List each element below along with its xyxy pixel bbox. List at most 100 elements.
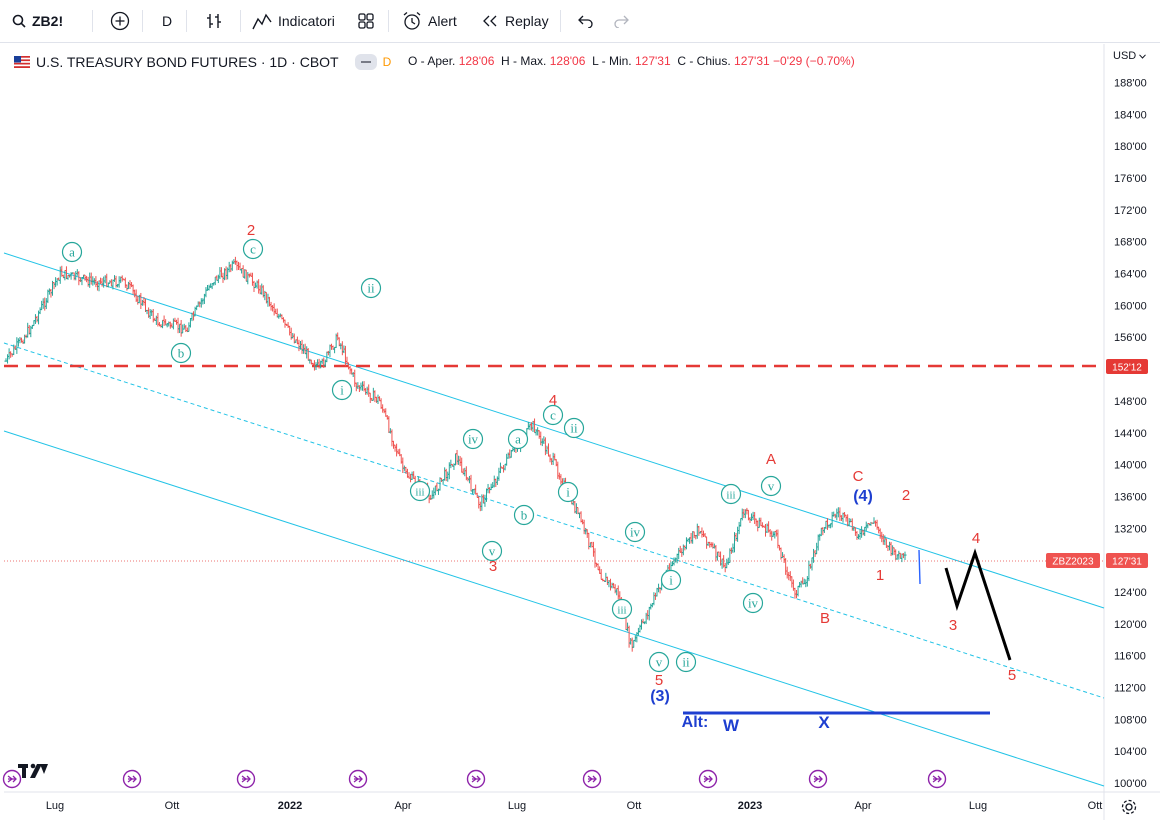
current-price-label: 127'31 <box>1112 557 1142 568</box>
channel-lower-line[interactable] <box>3 430 1105 787</box>
close-label: C - Chius. <box>677 54 731 68</box>
wave-label-text: Alt: <box>682 714 709 731</box>
redo-button[interactable] <box>613 0 631 42</box>
price-axis[interactable]: 188'00 184'00 180'00 176'00 172'00 168'00 164'… <box>1114 78 1147 790</box>
wave-label-text: X <box>818 713 830 732</box>
event-marker-icon[interactable] <box>236 769 256 789</box>
wave-label-text: 4 <box>549 392 557 409</box>
time-axis[interactable]: Lug Ott 2022 Apr Lug Ott 2023 Apr Lug Ott <box>46 800 1103 812</box>
channel-mid-line[interactable] <box>3 342 1105 699</box>
interval-button[interactable]: D <box>162 0 172 42</box>
wave-label-text: 3 <box>949 617 957 634</box>
wave-label-circle: iii <box>611 598 633 620</box>
event-marker-icon[interactable] <box>2 769 22 789</box>
interval-label: D <box>162 13 173 29</box>
wave-label-circle: iv <box>462 428 484 450</box>
chart-type-button[interactable] <box>205 0 223 42</box>
bar-chart-icon <box>207 14 221 28</box>
channel-upper-line[interactable] <box>3 252 1105 609</box>
currency-selector[interactable]: USD <box>1113 50 1147 62</box>
event-marker-icon[interactable] <box>808 769 828 789</box>
replay-label: Replay <box>505 13 549 29</box>
minus-icon <box>360 61 371 63</box>
event-marker-icon[interactable] <box>466 769 486 789</box>
chart-settings-button[interactable] <box>1120 798 1138 821</box>
wave-label-text: 1 <box>876 567 884 584</box>
wave-label-text: (4) <box>853 488 873 505</box>
wave-label-circle: ii <box>675 651 697 673</box>
wave-label-text: ii <box>570 421 578 436</box>
price-tick-label: 148'00 <box>1114 396 1147 408</box>
indicators-button[interactable]: Indicatori <box>252 0 335 42</box>
wave-label-circle: i <box>331 379 353 401</box>
wave-label-text: i <box>566 485 570 500</box>
undo-button[interactable] <box>576 0 594 42</box>
open-label: O - Aper. <box>408 54 456 68</box>
templates-button[interactable] <box>357 0 375 42</box>
current-symbol-label: ZBZ2023 <box>1052 557 1094 568</box>
wave-label-circle: iv <box>742 592 764 614</box>
wave-label-text: iii <box>617 605 626 617</box>
price-tick-label: 112'00 <box>1114 682 1146 694</box>
contract-roll-bar <box>918 549 921 585</box>
wave-label-circle: ii <box>563 417 585 439</box>
price-tick-label: 124'00 <box>1114 587 1147 599</box>
event-marker-icon[interactable] <box>122 769 142 789</box>
price-tick-label: 176'00 <box>1114 173 1147 185</box>
wave-label-text: a <box>515 432 521 447</box>
chart-legend: U.S. TREASURY BOND FUTURES · 1D · CBOT D <box>14 52 391 72</box>
event-markers[interactable] <box>2 769 947 789</box>
wave-label-circle: i <box>557 481 579 503</box>
wave-label-circle: c <box>542 404 564 426</box>
currency-label: USD <box>1113 50 1137 62</box>
wave-label-text: 5 <box>1008 667 1016 684</box>
close-value: 127'31 <box>734 54 770 68</box>
wave-label-text: A <box>766 451 776 468</box>
event-marker-icon[interactable] <box>698 769 718 789</box>
price-tick-label: 184'00 <box>1114 109 1147 121</box>
wave-label-text: iv <box>630 525 641 540</box>
search-icon <box>12 14 26 28</box>
alarm-clock-icon <box>403 12 421 30</box>
trend-channel[interactable] <box>3 252 1105 787</box>
wave-label-text: 3 <box>489 558 497 575</box>
wave-label-text: a <box>69 245 75 260</box>
alert-button[interactable]: Alert <box>402 0 457 42</box>
time-tick-label: Apr <box>854 800 871 812</box>
event-marker-icon[interactable] <box>582 769 602 789</box>
wave-label-text: v <box>768 479 775 494</box>
price-tick-label: 132'00 <box>1114 523 1147 535</box>
replay-button[interactable]: Replay <box>481 0 549 42</box>
projection-path[interactable] <box>944 548 1012 661</box>
collapse-pill[interactable] <box>354 54 377 70</box>
event-marker-icon[interactable] <box>927 769 947 789</box>
rewind-icon <box>483 15 497 27</box>
low-value: 127'31 <box>634 54 671 68</box>
wave-label-text: 2 <box>902 487 910 504</box>
gear-icon <box>1121 799 1137 815</box>
wave-label-text: 5 <box>655 672 663 689</box>
chevron-down-icon <box>1139 54 1147 59</box>
wave-label-text: W <box>723 716 740 735</box>
compare-button[interactable] <box>110 0 130 42</box>
time-tick-label: Ott <box>165 800 180 812</box>
price-tick-label: 116'00 <box>1114 651 1146 663</box>
wave-label-circle: i <box>660 569 682 591</box>
low-label: L - Min. <box>592 54 632 68</box>
wave-label-circle: v <box>760 475 782 497</box>
wave-label-text: iv <box>748 596 759 611</box>
wave-label-text: (3) <box>650 688 670 705</box>
wave-label-circle: a <box>61 241 83 263</box>
wave-label-text: ii <box>682 655 690 670</box>
event-marker-icon[interactable] <box>348 769 368 789</box>
wave-label-circle: ii <box>360 277 382 299</box>
current-price-badge: ZBZ2023 127'31 <box>1046 553 1148 568</box>
wave-label-text: i <box>340 383 344 398</box>
price-tick-label: 156'00 <box>1114 332 1147 344</box>
indicators-label: Indicatori <box>278 13 335 29</box>
us-flag-icon <box>14 56 30 68</box>
level-badge-label: 152'12 <box>1112 363 1142 374</box>
symbol-search[interactable]: ZB2! <box>12 0 63 42</box>
